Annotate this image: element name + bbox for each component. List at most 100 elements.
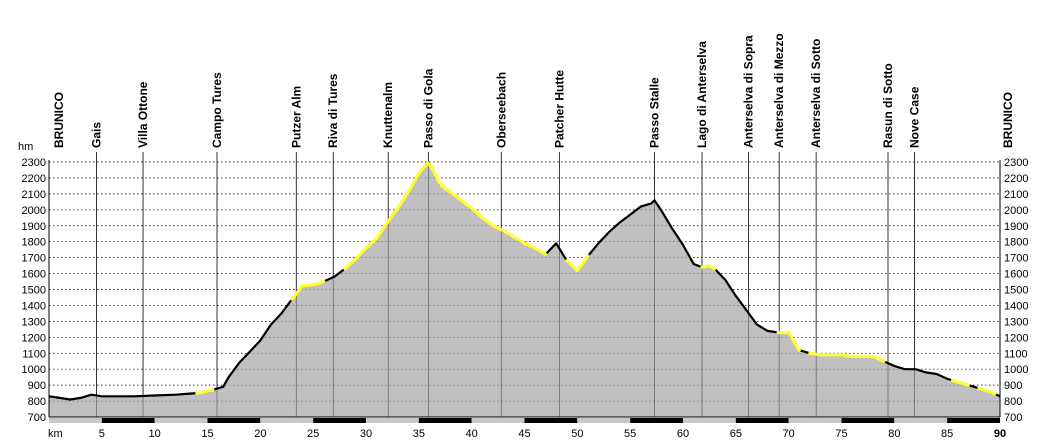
location-label-1: Gais bbox=[90, 122, 104, 148]
location-label-9: Patcher Hutte bbox=[552, 70, 566, 148]
y-tick-left-2000: 2000 bbox=[22, 205, 46, 217]
x-axis-label: km bbox=[48, 428, 63, 440]
x-tick-30: 30 bbox=[360, 428, 372, 440]
y-tick-right-2200: 2200 bbox=[1004, 173, 1028, 185]
location-label-12: Anterselva di Sopra bbox=[742, 35, 756, 148]
y-tick-right-900: 900 bbox=[1004, 380, 1022, 392]
y-tick-left-1000: 1000 bbox=[22, 364, 46, 376]
location-label-8: Oberseebach bbox=[494, 72, 508, 148]
y-tick-right-1200: 1200 bbox=[1004, 332, 1028, 344]
y-tick-right-700: 700 bbox=[1004, 412, 1022, 424]
highlight-segment-5 bbox=[700, 264, 717, 271]
location-label-7: Passo di Gola bbox=[421, 68, 435, 148]
x-tick-15: 15 bbox=[201, 428, 213, 440]
highlight-segments-group bbox=[195, 161, 997, 396]
km-bar-segment-0 bbox=[49, 418, 102, 423]
highlight-segment-3 bbox=[433, 171, 548, 256]
y-tick-left-1100: 1100 bbox=[22, 348, 46, 360]
location-label-13: Anterselva di Mezzo bbox=[772, 33, 786, 148]
y-tick-right-2000: 2000 bbox=[1004, 205, 1028, 217]
km-bar-segment-8 bbox=[471, 418, 525, 423]
location-label-17: BRUNICO bbox=[1001, 92, 1015, 148]
km-bar-segment-16 bbox=[894, 418, 948, 423]
y-tick-left-800: 800 bbox=[28, 396, 46, 408]
location-label-3: Campo Tures bbox=[210, 72, 224, 148]
location-label-5: Riva di Tures bbox=[326, 73, 340, 148]
y-tick-left-1300: 1300 bbox=[22, 316, 46, 328]
km-bar-segment-15 bbox=[841, 418, 895, 423]
y-tick-left-900: 900 bbox=[28, 380, 46, 392]
location-label-2: Villa Ottone bbox=[136, 81, 150, 148]
location-label-11: Lago di Anterselva bbox=[695, 41, 709, 148]
location-labels: BRUNICO Gais Villa Ottone Campo Tures Putzer… bbox=[52, 33, 1015, 148]
km-bar-segment-6 bbox=[366, 418, 419, 423]
x-tick-85: 85 bbox=[941, 428, 953, 440]
y-tick-right-1900: 1900 bbox=[1004, 221, 1028, 233]
x-tick-60: 60 bbox=[677, 428, 689, 440]
x-ticks: 5 10 15 20 25 30 35 40 45 50 55 60 65 70 75 80 85 90 bbox=[99, 428, 1006, 440]
y-axis-label: hm bbox=[18, 141, 33, 153]
km-bar-segment-9 bbox=[524, 418, 578, 423]
x-tick-50: 50 bbox=[571, 428, 583, 440]
location-label-14: Anterselva di Sotto bbox=[809, 39, 823, 148]
x-tick-45: 45 bbox=[518, 428, 530, 440]
y-tick-right-1700: 1700 bbox=[1004, 253, 1028, 265]
x-tick-25: 25 bbox=[307, 428, 319, 440]
km-bar-segment-7 bbox=[418, 418, 472, 423]
x-tick-40: 40 bbox=[466, 428, 478, 440]
km-bar-segment-2 bbox=[154, 418, 208, 423]
location-label-4: Putzer Alm bbox=[289, 86, 303, 148]
location-label-16: Nove Case bbox=[907, 86, 921, 148]
km-bar-segment-5 bbox=[313, 418, 366, 423]
location-label-0: BRUNICO bbox=[52, 92, 66, 148]
km-bar-segment-17 bbox=[947, 418, 1000, 423]
y-tick-right-2300: 2300 bbox=[1004, 157, 1028, 169]
y-tick-left-700: 700 bbox=[28, 412, 46, 424]
y-tick-left-1200: 1200 bbox=[22, 332, 46, 344]
y-tick-right-800: 800 bbox=[1004, 396, 1022, 408]
km-bar-segment-1 bbox=[101, 418, 155, 423]
y-ticks-left: 700 800 900 1000 1100 1200 1300 1400 1500 1600 170… bbox=[22, 157, 46, 424]
highlight-segment-4 bbox=[565, 254, 590, 272]
y-tick-left-1900: 1900 bbox=[22, 221, 46, 233]
x-tick-55: 55 bbox=[624, 428, 636, 440]
highlight-segment-1 bbox=[290, 279, 326, 301]
y-tick-left-2100: 2100 bbox=[22, 189, 46, 201]
x-tick-70: 70 bbox=[783, 428, 795, 440]
km-scale-bar bbox=[49, 418, 1000, 423]
x-tick-80: 80 bbox=[888, 428, 900, 440]
y-tick-right-1600: 1600 bbox=[1004, 269, 1028, 281]
highlight-segment-2 bbox=[343, 161, 437, 271]
y-tick-right-1300: 1300 bbox=[1004, 316, 1028, 328]
y-tick-left-1500: 1500 bbox=[22, 285, 46, 297]
x-tick-10: 10 bbox=[149, 428, 161, 440]
location-label-6: Knuttenalm bbox=[381, 82, 395, 148]
highlight-segment-7 bbox=[808, 351, 886, 363]
y-tick-right-1800: 1800 bbox=[1004, 237, 1028, 249]
x-tick-90: 90 bbox=[994, 428, 1006, 440]
y-ticks-right: 700 800 900 1000 1100 1200 1300 1400 1500 1600 170… bbox=[1004, 157, 1028, 424]
x-tick-75: 75 bbox=[835, 428, 847, 440]
highlight-segment-9 bbox=[977, 386, 997, 396]
km-bar-segment-4 bbox=[260, 418, 314, 423]
y-tick-left-1600: 1600 bbox=[22, 269, 46, 281]
axes-group bbox=[48, 160, 1001, 418]
x-tick-65: 65 bbox=[730, 428, 742, 440]
km-bar-segment-11 bbox=[630, 418, 683, 423]
km-bar-segment-14 bbox=[788, 418, 842, 423]
x-tick-35: 35 bbox=[413, 428, 425, 440]
x-tick-20: 20 bbox=[254, 428, 266, 440]
y-tick-right-1100: 1100 bbox=[1004, 348, 1028, 360]
highlight-segment-6 bbox=[776, 330, 801, 352]
km-bar-segment-13 bbox=[735, 418, 789, 423]
y-tick-right-1000: 1000 bbox=[1004, 364, 1028, 376]
y-tick-right-1500: 1500 bbox=[1004, 285, 1028, 297]
x-tick-5: 5 bbox=[99, 428, 105, 440]
y-tick-right-2100: 2100 bbox=[1004, 189, 1028, 201]
highlight-segment-0 bbox=[195, 388, 215, 395]
y-tick-left-1700: 1700 bbox=[22, 253, 46, 265]
location-label-15: Rasun di Sotto bbox=[881, 63, 895, 148]
y-tick-left-2300: 2300 bbox=[22, 157, 46, 169]
y-tick-right-1400: 1400 bbox=[1004, 300, 1028, 312]
